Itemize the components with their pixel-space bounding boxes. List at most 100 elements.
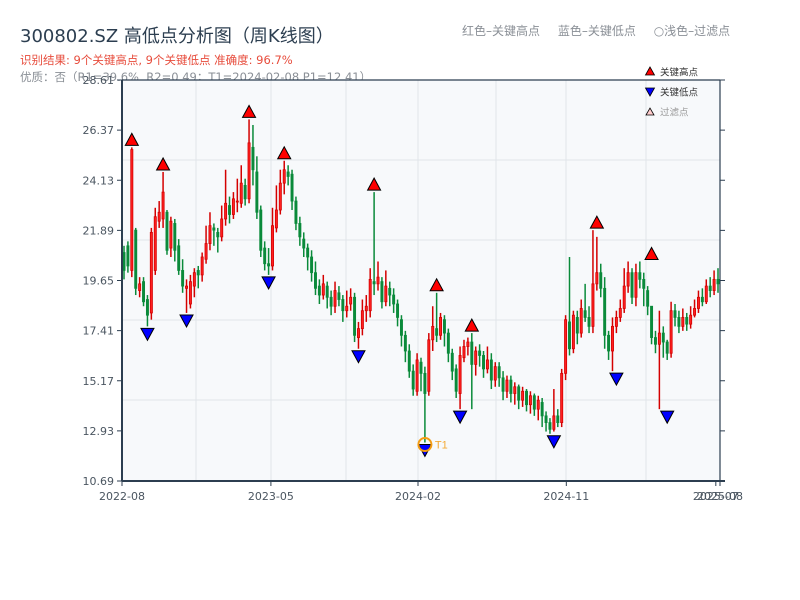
candle-up (681, 317, 685, 327)
candle-up (231, 198, 235, 215)
x-tick-label: 2025-07 (693, 490, 739, 503)
candle-up (634, 272, 638, 298)
candle-down (317, 285, 321, 296)
candle-up (462, 346, 466, 359)
candle-down (177, 245, 181, 271)
candle-up (427, 339, 431, 392)
candle-up (204, 243, 208, 260)
candle-up (345, 305, 349, 312)
legend-filtered-icon (645, 107, 655, 116)
y-tick-label: 19.65 (83, 275, 115, 288)
legend-high-icon (644, 66, 656, 76)
candle-down (646, 290, 650, 307)
key-low-marker (140, 327, 155, 342)
candle-up (161, 191, 165, 220)
candle-up (220, 218, 224, 238)
candle-down (396, 303, 400, 318)
key-high-marker (124, 132, 140, 146)
candle-down (263, 247, 267, 265)
candle-up (474, 350, 478, 365)
candle-down (267, 263, 271, 267)
candle-up (693, 308, 697, 316)
chart-title: 300802.SZ 高低点分析图（周K线图） (20, 26, 334, 47)
key-high-marker (589, 215, 605, 229)
candle-up (274, 209, 278, 229)
candle-down (478, 350, 482, 356)
candle-up (564, 319, 568, 374)
candle-up (696, 296, 700, 309)
candles (122, 119, 720, 443)
candle-down (708, 285, 712, 291)
x-tick-label: 2022-08 (99, 490, 145, 503)
candle-up (513, 386, 517, 394)
key-high-marker (276, 145, 292, 160)
candle-down (603, 287, 607, 336)
candle-down (411, 370, 415, 390)
key-low-marker (179, 314, 194, 328)
candle-up (415, 359, 419, 392)
key-low-marker (261, 276, 276, 290)
color-legend-caption: 红色–关键高点 蓝色–关键低点 ○浅色–过滤点 (462, 22, 730, 39)
candle-down (298, 223, 302, 238)
candle-down (306, 247, 310, 258)
candle-down (716, 278, 720, 285)
legend-label: 过滤点 (660, 107, 689, 119)
candle-down (228, 205, 231, 215)
candle-up (618, 308, 622, 318)
detection-result-text: 识别结果: 9个关键高点, 9个关键低点 准确度: 96.7% (20, 53, 293, 67)
legend-caption-red: 红色–关键高点 (462, 24, 541, 38)
candle-down (145, 299, 149, 316)
t1-label: T1 (435, 440, 448, 452)
candle-down (329, 296, 333, 307)
candle-up (224, 202, 228, 220)
candle-down (638, 272, 642, 280)
candle-down (122, 252, 126, 271)
candle-up (321, 283, 325, 296)
candle-up (356, 328, 360, 338)
candle-down (653, 337, 657, 345)
candle-down (403, 334, 407, 352)
candle-down (482, 355, 486, 370)
candle-down (407, 350, 411, 372)
candle-down (489, 359, 493, 381)
candle-down (497, 366, 501, 379)
candle-up (552, 415, 556, 430)
candle-down (700, 296, 704, 303)
candle-down (294, 200, 298, 224)
candle-up (458, 355, 462, 394)
key-high-marker (241, 104, 257, 118)
candle-down (544, 415, 548, 423)
key-point-markers: T1 (124, 104, 675, 458)
candle-down (661, 332, 665, 343)
key-low-marker (351, 350, 366, 364)
candle-up (247, 142, 251, 200)
candle-up (657, 332, 661, 345)
candle-down (341, 299, 345, 312)
candle-up (130, 149, 134, 271)
y-tick-label: 10.69 (83, 475, 115, 488)
candle-down (259, 209, 263, 251)
candle-down (286, 171, 290, 177)
candle-down (575, 317, 579, 334)
candle-up (528, 395, 532, 406)
candle-up (149, 231, 153, 314)
key-high-marker (155, 156, 171, 171)
candle-down (302, 238, 306, 249)
candle-down (181, 270, 185, 287)
candle-up (271, 225, 274, 267)
candle-up (208, 225, 212, 244)
key-high-marker (464, 318, 480, 332)
axes: 10.69 12.93 15.17 17.41 19.65 21.89 24.13 26.37… (83, 74, 743, 503)
candle-down (525, 390, 528, 406)
candle-up (595, 272, 599, 285)
candle-up (505, 379, 509, 392)
candle-down (243, 184, 247, 200)
candle-up (169, 220, 173, 249)
candle-down (587, 317, 591, 327)
candle-down (380, 281, 384, 303)
candle-up (611, 325, 614, 352)
key-low-marker (609, 372, 624, 387)
candle-up (384, 285, 388, 303)
x-tick-label: 2024-02 (395, 490, 441, 503)
candle-down (142, 281, 146, 303)
